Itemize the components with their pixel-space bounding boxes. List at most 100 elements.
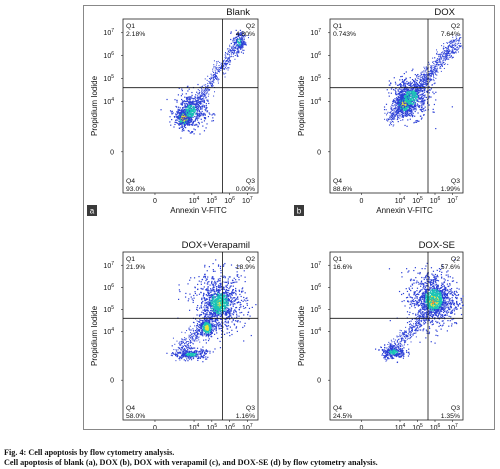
data-point — [421, 93, 424, 95]
data-point — [391, 108, 393, 110]
data-point — [420, 89, 422, 92]
data-point — [216, 296, 218, 298]
data-point — [222, 265, 225, 267]
data-point — [239, 38, 241, 41]
data-point — [446, 54, 448, 56]
data-point — [402, 102, 404, 104]
data-point — [222, 326, 224, 328]
data-point — [181, 90, 183, 92]
data-point — [209, 88, 211, 90]
data-point — [403, 84, 405, 86]
data-point — [185, 93, 187, 95]
data-point — [448, 49, 450, 51]
data-point — [223, 298, 225, 300]
data-point — [212, 285, 215, 287]
data-point — [218, 286, 220, 288]
data-point — [225, 301, 227, 304]
data-point — [443, 55, 445, 57]
data-point — [449, 56, 451, 58]
y-tick-label: 107 — [103, 28, 114, 37]
data-point — [447, 52, 449, 54]
data-point — [201, 108, 203, 110]
data-point — [407, 102, 410, 104]
data-point — [183, 344, 185, 346]
data-point — [178, 115, 180, 117]
data-point — [424, 83, 426, 85]
data-point — [249, 315, 251, 317]
data-point — [228, 295, 230, 297]
data-point — [396, 109, 398, 111]
data-point — [244, 43, 246, 45]
data-point — [195, 112, 198, 114]
data-point — [240, 295, 242, 298]
x-tick-exponent: 4 — [197, 196, 200, 202]
data-point — [407, 82, 409, 84]
data-point — [224, 314, 226, 316]
data-point — [206, 298, 208, 300]
data-point — [214, 311, 216, 313]
data-point — [409, 92, 411, 94]
data-point — [203, 317, 205, 319]
data-point — [206, 283, 208, 285]
data-point — [223, 64, 225, 66]
data-point — [188, 99, 191, 101]
data-point — [406, 103, 408, 105]
data-point — [182, 121, 185, 124]
data-point — [393, 117, 395, 119]
data-point — [179, 343, 181, 345]
data-point — [186, 98, 189, 100]
data-point — [205, 88, 207, 90]
data-point — [203, 98, 205, 100]
data-point — [225, 324, 227, 327]
data-point — [399, 109, 402, 111]
data-point — [433, 70, 435, 72]
data-point — [397, 117, 399, 119]
data-point — [397, 108, 399, 110]
data-point — [396, 84, 399, 86]
data-point — [199, 101, 201, 103]
data-point — [439, 63, 441, 65]
data-point — [451, 51, 453, 53]
data-point — [390, 108, 392, 110]
data-point — [429, 77, 431, 79]
data-point — [228, 288, 230, 290]
data-point — [423, 75, 425, 77]
data-point — [227, 311, 230, 313]
data-point — [206, 288, 208, 290]
data-point — [181, 112, 184, 115]
data-point — [190, 101, 192, 103]
data-point — [195, 113, 197, 115]
data-point — [225, 60, 227, 62]
data-point — [198, 105, 200, 107]
data-point — [400, 104, 403, 106]
data-point — [241, 46, 243, 49]
data-point — [184, 106, 186, 108]
data-point — [425, 96, 428, 99]
data-point — [175, 121, 177, 123]
data-point — [208, 292, 211, 294]
data-point — [239, 302, 241, 304]
data-point — [239, 37, 241, 39]
data-point — [410, 109, 413, 112]
data-point — [212, 287, 214, 289]
data-point — [234, 49, 236, 51]
data-point — [422, 82, 424, 84]
data-point — [195, 124, 197, 126]
data-point — [182, 102, 184, 105]
data-point — [236, 274, 238, 276]
data-point — [176, 119, 178, 121]
data-point — [417, 100, 419, 102]
data-point — [220, 272, 222, 274]
data-point — [205, 97, 207, 99]
data-point — [229, 59, 231, 61]
data-point — [396, 118, 398, 120]
data-point — [199, 327, 201, 329]
data-point — [424, 87, 426, 89]
data-point — [415, 121, 418, 123]
data-point — [208, 80, 210, 82]
data-point — [416, 85, 418, 87]
data-point — [229, 57, 231, 59]
data-point — [200, 118, 202, 120]
data-point — [239, 34, 241, 36]
data-point — [225, 321, 227, 323]
